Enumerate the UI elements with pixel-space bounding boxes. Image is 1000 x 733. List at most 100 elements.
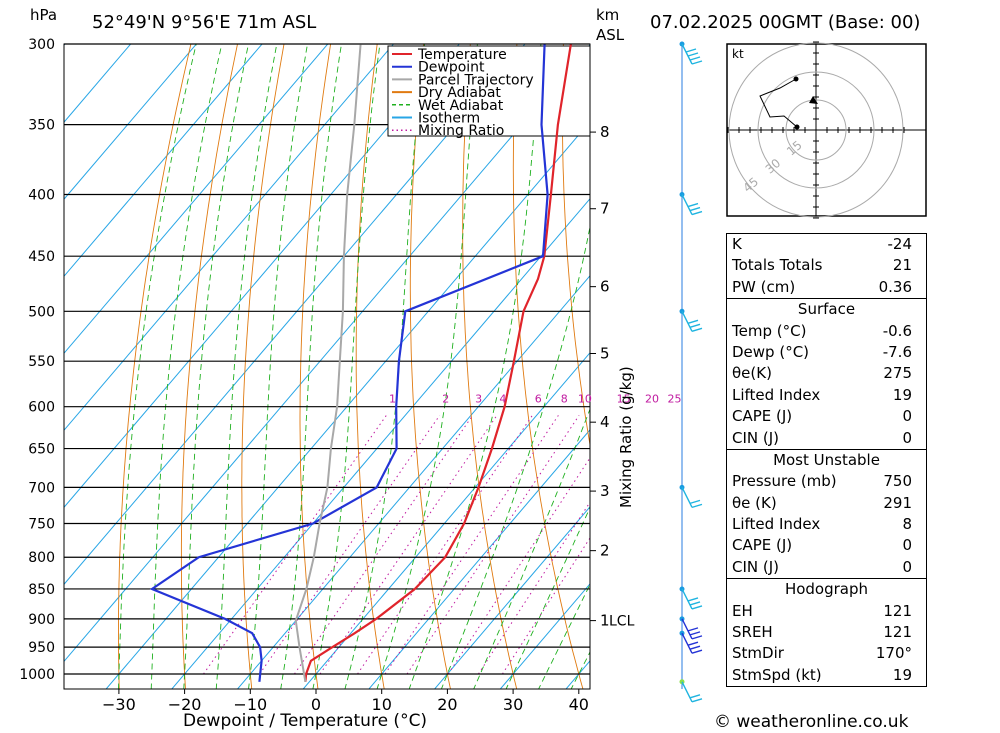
hodograph-indices-title: Hodograph xyxy=(784,580,869,599)
pressure-tick-label: 750 xyxy=(28,516,55,532)
dry-adiabat-line xyxy=(409,44,451,689)
hodograph-ring xyxy=(785,99,847,161)
pressure-tick-label: 600 xyxy=(28,400,55,416)
index-label: Lifted Index xyxy=(732,515,821,534)
index-label: Pressure (mb) xyxy=(732,472,837,491)
index-label: θe(K) xyxy=(732,364,772,383)
km-tick-label: 7 xyxy=(600,200,610,218)
index-label: StmSpd (kt) xyxy=(732,665,822,684)
surface-box: Surface Temp (°C) -0.6 Dewp (°C) -7.6 θe(K) 2… xyxy=(726,298,927,450)
legend-entry: Wet Adiabat xyxy=(418,98,504,114)
dry-adiabat-line xyxy=(976,8,1000,700)
wet-adiabat-line xyxy=(538,583,590,689)
x-tick-label: 30 xyxy=(503,695,523,714)
dewpoint-profile-line xyxy=(149,44,549,682)
surface-title: Surface xyxy=(797,300,856,319)
index-row: PW (cm) 0.36 xyxy=(727,277,926,298)
dry-adiabat-line xyxy=(930,8,1000,700)
legend-entry: Dewpoint xyxy=(418,60,485,76)
isotherm-line xyxy=(64,44,590,663)
legend-entry: Temperature xyxy=(417,47,507,63)
most-unstable-box: Most Unstable Pressure (mb) 750 θe (K) 291 L… xyxy=(726,448,927,580)
km-tick-label: 8 xyxy=(600,123,610,141)
pressure-tick-label: 800 xyxy=(28,550,55,566)
index-value: -7.6 xyxy=(882,342,912,361)
x-tick-label: 40 xyxy=(569,695,589,714)
wind-barb xyxy=(679,616,703,640)
legend-entry: Dry Adiabat xyxy=(418,85,501,101)
index-value: 0 xyxy=(902,428,912,447)
wet-adiabat-line xyxy=(118,44,197,689)
legend-entry: Mixing Ratio xyxy=(418,123,504,139)
index-label: K xyxy=(732,235,742,253)
dry-adiabat-line xyxy=(180,44,238,689)
index-label: CAPE (J) xyxy=(732,407,793,426)
pressure-tick-label: 850 xyxy=(28,582,55,598)
pressure-tick-label: 650 xyxy=(28,442,55,458)
dry-adiabat-line xyxy=(241,44,285,689)
index-value: 0 xyxy=(902,407,912,426)
index-value: 19 xyxy=(892,385,912,404)
wind-barb xyxy=(679,308,703,332)
wet-adiabat-line xyxy=(344,44,425,689)
index-label: EH xyxy=(732,601,753,620)
x-tick-label: 20 xyxy=(437,695,457,714)
pressure-tick-label: 450 xyxy=(28,249,55,265)
legend-box xyxy=(387,45,591,137)
dry-adiabat-line xyxy=(462,44,518,689)
index-row: Totals Totals 21 xyxy=(727,255,926,276)
pressure-unit-label: hPa xyxy=(30,6,57,24)
index-value: 121 xyxy=(883,601,912,620)
km-tick-label: 4 xyxy=(600,413,610,431)
index-row: StmSpd (kt) 19 xyxy=(727,665,926,686)
temperature-profile-line xyxy=(304,44,572,682)
indices-panel: K -24 Totals Totals 21 PW (cm) 0.36 Surface T… xyxy=(726,233,927,688)
index-label: Temp (°C) xyxy=(732,321,807,340)
plot-frame xyxy=(63,43,591,690)
index-label: Dewp (°C) xyxy=(732,342,810,361)
mixing-ratio-label: 1 xyxy=(389,393,396,406)
x-tick-label: −30 xyxy=(102,695,136,714)
mixing-ratio-label: 10 xyxy=(578,393,592,406)
index-value: -0.6 xyxy=(882,321,912,340)
index-label: Lifted Index xyxy=(732,385,821,404)
mixing-ratio-label: 25 xyxy=(668,393,682,406)
site-credit: © weatheronline.co.uk xyxy=(714,712,909,732)
index-row: Pressure (mb) 750 xyxy=(727,471,926,492)
dry-adiabat-line xyxy=(118,44,192,689)
index-row: CAPE (J) 0 xyxy=(727,406,926,427)
wet-adiabat-line xyxy=(408,44,542,689)
lcl-label: LCL xyxy=(609,614,635,630)
x-axis-label: Dewpoint / Temperature (°C) xyxy=(183,711,427,731)
isotherm-line xyxy=(64,44,198,200)
index-row: K -24 xyxy=(727,234,926,255)
km-tick-label: 5 xyxy=(600,345,610,363)
isotherm-line xyxy=(64,44,329,355)
km-tick-label: 2 xyxy=(600,542,610,560)
isotherm-line xyxy=(64,44,526,586)
index-label: CIN (J) xyxy=(732,557,780,576)
index-value: 750 xyxy=(883,472,912,491)
index-label: PW (cm) xyxy=(732,277,796,296)
index-row: CIN (J) 0 xyxy=(727,428,926,449)
isotherm-line xyxy=(433,506,590,689)
mixing-ratio-line xyxy=(406,415,580,675)
parcel-trajectory-profile-line xyxy=(294,44,362,682)
isotherm-line xyxy=(236,274,590,689)
isotherm-line xyxy=(302,352,590,689)
most-unstable-title: Most Unstable xyxy=(773,450,880,469)
pressure-tick-label: 700 xyxy=(28,480,55,496)
index-row: Dewp (°C) -7.6 xyxy=(727,342,926,363)
mixing-ratio-label: 3 xyxy=(475,393,482,406)
isotherm-line xyxy=(105,120,590,689)
x-tick-label: 10 xyxy=(372,695,392,714)
datetime-title: 07.02.2025 00GMT (Base: 00) xyxy=(650,12,920,33)
wet-adiabat-line xyxy=(440,224,590,689)
dry-adiabat-line xyxy=(561,44,590,448)
pressure-tick-label: 400 xyxy=(28,188,55,204)
index-label: SREH xyxy=(732,623,773,642)
index-value: 19 xyxy=(892,665,912,684)
km-tick-label: 6 xyxy=(600,278,610,296)
